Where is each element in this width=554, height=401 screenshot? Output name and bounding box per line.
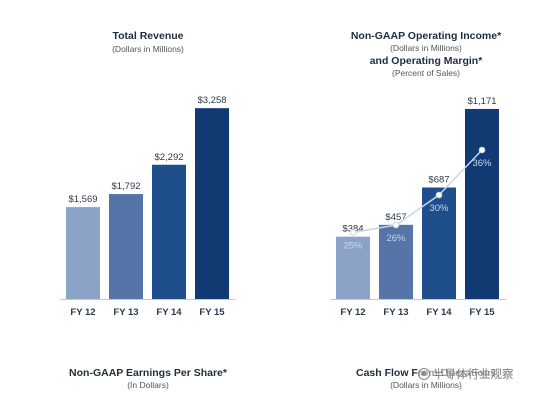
eps-chart-subtitle: (In Dollars) <box>127 380 169 390</box>
operating-margin-line <box>352 149 483 234</box>
category-tick-label: FY 15 <box>199 307 225 318</box>
bar-fy-14 <box>422 187 456 299</box>
category-tick-label: FY 12 <box>340 307 365 318</box>
category-tick-label: FY 15 <box>469 307 495 318</box>
eps-chart-title: Non-GAAP Earnings Per Share* <box>69 367 227 379</box>
bar-fy-13 <box>109 194 143 299</box>
operating-margin-point <box>392 221 400 229</box>
bar-value-label: $1,171 <box>467 96 496 107</box>
bar-value-label: $1,569 <box>68 194 97 205</box>
bar-value-label: $1,792 <box>111 181 140 192</box>
watermark-logo-icon <box>418 368 430 380</box>
bar-fy-14 <box>152 164 186 299</box>
bar-fy-12 <box>336 236 370 299</box>
revenue-chart-title: Total Revenue <box>112 30 184 42</box>
op-margin-chart-title: and Operating Margin* <box>369 55 483 67</box>
bar-fy-15 <box>465 108 499 300</box>
category-tick-label: FY 13 <box>113 307 138 318</box>
category-tick-label: FY 14 <box>156 307 182 318</box>
op-income-chart-subtitle: (Dollars in Millions) <box>390 43 462 53</box>
op-margin-chart-subtitle: (Percent of Sales) <box>391 68 461 78</box>
op-income-chart-title: Non-GAAP Operating Income* <box>350 30 502 42</box>
category-tick-label: FY 13 <box>383 307 408 318</box>
op-income-bar-chart: $384 FY 12 $457 FY 13 $687 FY 14 $1,171 FY 15 25… <box>330 96 506 318</box>
category-tick-label: FY 14 <box>426 307 452 318</box>
operating-margin-point <box>435 191 443 199</box>
operating-margin-label: 30% <box>429 203 449 214</box>
bar-value-label: $3,258 <box>197 95 226 106</box>
bar-value-label: $384 <box>342 224 363 235</box>
bar-value-label: $687 <box>428 174 449 185</box>
operating-margin-point <box>349 229 357 236</box>
bar-value-label: $457 <box>385 212 406 223</box>
revenue-chart-subtitle: (Dollars in Millions) <box>112 44 184 54</box>
bar-fy-12 <box>66 207 100 299</box>
operating-margin-label: 25% <box>343 241 363 252</box>
watermark: 半导体行业观察 <box>418 366 514 382</box>
cashflow-chart-subtitle: (Dollars in Millions) <box>390 380 462 390</box>
category-tick-label: FY 12 <box>70 307 95 318</box>
revenue-bar-chart: $1,569 FY 12 $1,792 FY 13 $2,292 FY 14 $3,258 F… <box>60 95 236 318</box>
bar-fy-13 <box>379 224 413 299</box>
bar-value-label: $2,292 <box>154 152 183 163</box>
operating-margin-point <box>478 146 486 154</box>
operating-margin-label: 36% <box>472 158 492 169</box>
watermark-text: 半导体行业观察 <box>433 369 514 381</box>
operating-margin-label: 26% <box>386 233 406 244</box>
bar-fy-15 <box>195 108 229 299</box>
